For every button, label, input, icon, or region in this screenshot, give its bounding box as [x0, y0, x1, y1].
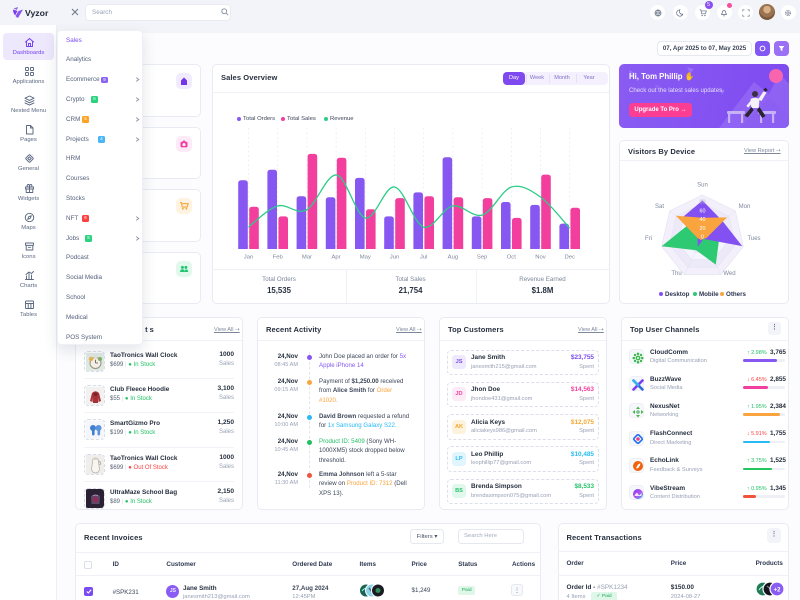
svg-text:Mar: Mar [301, 255, 311, 261]
svg-text:Dec: Dec [564, 255, 575, 261]
svg-text:Aug: Aug [447, 255, 457, 261]
svg-text:0: 0 [701, 235, 704, 241]
svg-text:Wed: Wed [723, 271, 735, 277]
svg-text:Sun: Sun [697, 183, 708, 189]
svg-text:Feb: Feb [272, 255, 283, 261]
svg-text:Jun: Jun [389, 255, 399, 261]
svg-text:Apr: Apr [331, 255, 340, 261]
svg-text:Nov: Nov [535, 255, 546, 261]
svg-text:May: May [359, 255, 370, 261]
svg-text:Sep: Sep [476, 255, 487, 261]
svg-text:Oct: Oct [506, 255, 516, 261]
svg-text:80: 80 [699, 200, 705, 206]
svg-text:Sat: Sat [654, 204, 663, 210]
svg-text:Fri: Fri [645, 236, 652, 242]
svg-text:20: 20 [699, 226, 705, 232]
svg-text:Tues: Tues [747, 236, 760, 242]
svg-text:+2: +2 [774, 588, 782, 594]
svg-text:60: 60 [699, 208, 705, 214]
svg-text:Jul: Jul [419, 255, 427, 261]
svg-text:Mon: Mon [738, 204, 750, 210]
svg-text:40: 40 [699, 217, 705, 223]
svg-text:Thu: Thu [671, 271, 681, 277]
svg-text:Jan: Jan [243, 255, 253, 261]
